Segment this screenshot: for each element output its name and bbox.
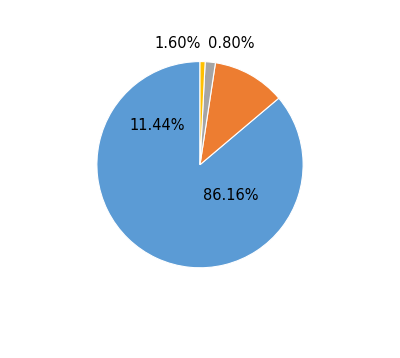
Text: 0.80%: 0.80% xyxy=(208,35,254,50)
Wedge shape xyxy=(200,62,205,165)
Wedge shape xyxy=(97,62,303,268)
Text: 11.44%: 11.44% xyxy=(129,118,184,133)
Text: 86.16%: 86.16% xyxy=(203,188,259,203)
Wedge shape xyxy=(200,63,279,165)
Text: 1.60%: 1.60% xyxy=(154,35,200,50)
Wedge shape xyxy=(200,62,216,165)
